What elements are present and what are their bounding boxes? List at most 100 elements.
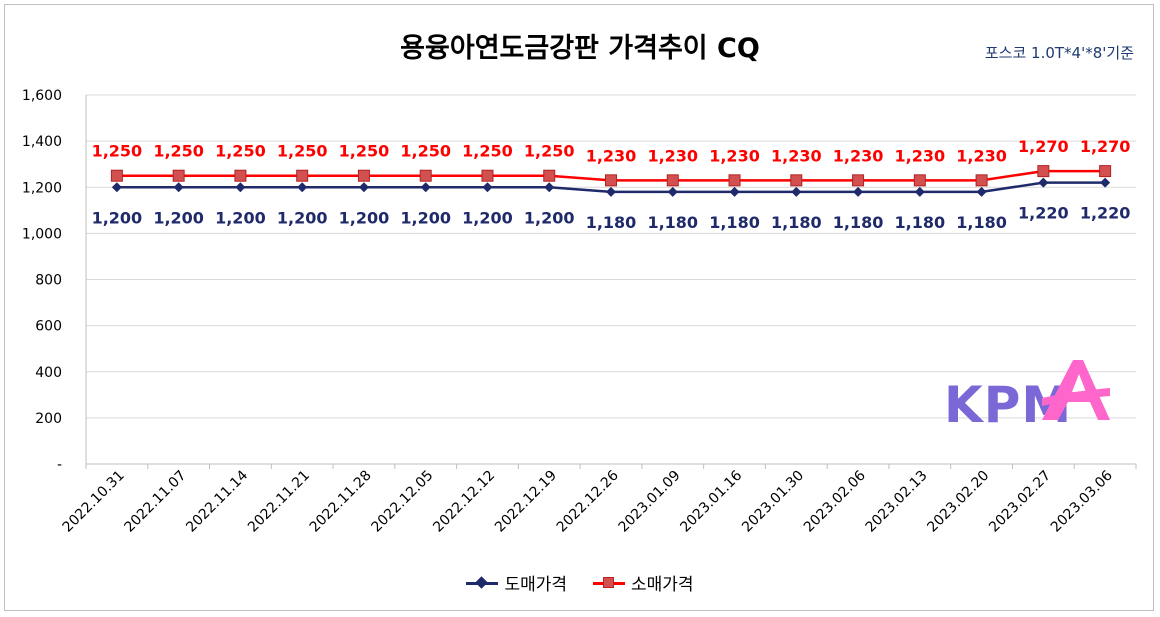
data-point-wholesale — [853, 186, 864, 197]
data-label-wholesale: 1,200 — [339, 208, 390, 227]
data-point-wholesale — [235, 182, 246, 193]
data-label-wholesale: 1,180 — [771, 213, 822, 232]
data-label-wholesale: 1,180 — [647, 213, 698, 232]
data-point-wholesale — [1100, 177, 1111, 188]
data-label-retail: 1,230 — [895, 146, 946, 165]
x-tick-label: 2023.01.09 — [616, 468, 684, 536]
legend-swatch-retail — [593, 576, 625, 590]
data-point-retail — [1037, 165, 1050, 178]
y-tick-label: 1,400 — [22, 134, 62, 150]
data-label-retail: 1,230 — [709, 146, 760, 165]
data-label-wholesale: 1,200 — [277, 208, 328, 227]
data-label-retail: 1,230 — [647, 146, 698, 165]
x-tick-label: 2023.02.06 — [801, 467, 869, 535]
data-point-retail — [975, 174, 988, 187]
data-label-wholesale: 1,180 — [833, 213, 884, 232]
data-label-retail: 1,250 — [462, 142, 513, 161]
data-label-wholesale: 1,200 — [400, 208, 451, 227]
data-label-retail: 1,250 — [277, 142, 328, 161]
x-tick-label: 2023.02.27 — [986, 468, 1054, 536]
x-tick-label: 2023.02.13 — [863, 468, 931, 536]
data-point-wholesale — [358, 182, 369, 193]
legend-swatch-wholesale — [466, 575, 499, 590]
data-point-wholesale — [976, 186, 987, 197]
data-label-retail: 1,230 — [956, 146, 1007, 165]
y-tick-label: 1,200 — [22, 180, 62, 196]
y-tick-label: 800 — [35, 273, 62, 289]
data-point-retail — [357, 169, 370, 182]
kpma-logo-a — [1042, 360, 1110, 420]
chart-legend: 도매가격 소매가격 — [0, 570, 1160, 595]
data-point-wholesale — [606, 186, 616, 197]
y-tick-label: 400 — [35, 365, 62, 381]
data-label-retail: 1,230 — [833, 146, 884, 165]
x-tick-label: 2022.11.07 — [121, 468, 189, 536]
x-tick-label: 2023.02.20 — [924, 468, 992, 536]
data-point-retail — [419, 169, 432, 182]
data-label-wholesale: 1,180 — [709, 213, 760, 232]
data-point-wholesale — [111, 182, 122, 193]
data-point-retail — [296, 169, 309, 182]
data-label-retail: 1,230 — [586, 146, 637, 165]
legend-item-retail: 소매가격 — [593, 570, 694, 595]
chart-title: 용융아연도금강판 가격추이 CQ — [400, 33, 760, 64]
y-tick-label: 1,600 — [22, 88, 62, 104]
data-point-wholesale — [667, 186, 678, 197]
x-tick-label: 2022.12.05 — [369, 468, 437, 536]
data-point-wholesale — [914, 186, 925, 197]
x-tick-label: 2022.11.21 — [245, 468, 313, 536]
data-point-wholesale — [297, 182, 308, 193]
x-tick-label: 2022.12.19 — [492, 468, 560, 536]
data-label-wholesale: 1,180 — [895, 213, 946, 232]
data-point-retail — [1099, 165, 1112, 178]
data-label-wholesale: 1,200 — [462, 208, 513, 227]
data-point-wholesale — [482, 182, 493, 193]
y-tick-label: - — [57, 457, 62, 473]
data-label-retail: 1,270 — [1018, 137, 1069, 156]
data-point-wholesale — [173, 182, 184, 193]
data-point-wholesale — [544, 182, 555, 193]
y-tick-label: 1,000 — [22, 226, 62, 242]
x-tick-label: 2022.11.14 — [183, 467, 251, 535]
legend-item-wholesale: 도매가격 — [466, 570, 567, 595]
data-point-retail — [852, 174, 865, 187]
x-tick-label: 2022.12.12 — [430, 468, 498, 536]
x-tick-label: 2023.01.16 — [677, 467, 745, 535]
data-point-retail — [110, 169, 123, 182]
kpma-logo-swoosh — [1042, 388, 1110, 406]
data-label-retail: 1,250 — [92, 142, 143, 161]
data-label-retail: 1,250 — [524, 142, 575, 161]
chart-frame — [4, 4, 1154, 611]
data-label-wholesale: 1,200 — [153, 208, 204, 227]
data-point-retail — [543, 169, 556, 182]
data-label-wholesale: 1,220 — [1080, 204, 1131, 223]
data-point-retail — [790, 174, 803, 187]
data-point-wholesale — [729, 186, 740, 197]
chart-subtitle: 포스코 1.0T*4'*8'기준 — [984, 44, 1134, 62]
data-point-retail — [172, 169, 185, 182]
data-label-wholesale: 1,200 — [92, 208, 143, 227]
data-point-wholesale — [1038, 177, 1049, 188]
data-label-wholesale: 1,220 — [1018, 204, 1069, 223]
data-point-retail — [728, 174, 741, 187]
x-tick-label: 2022.12.26 — [554, 467, 622, 535]
data-point-retail — [666, 174, 679, 187]
data-point-wholesale — [420, 182, 431, 193]
kpma-logo: KPM — [944, 360, 1110, 434]
data-label-wholesale: 1,200 — [524, 208, 575, 227]
x-tick-label: 2023.03.06 — [1048, 467, 1116, 535]
legend-label-retail: 소매가격 — [631, 575, 694, 595]
y-tick-label: 600 — [35, 319, 62, 335]
x-tick-label: 2022.11.28 — [307, 468, 375, 536]
data-point-wholesale — [791, 186, 802, 197]
data-label-wholesale: 1,180 — [586, 213, 637, 232]
x-tick-label: 2023.01.30 — [739, 468, 807, 536]
legend-label-wholesale: 도매가격 — [504, 575, 567, 595]
data-label-retail: 1,250 — [153, 142, 204, 161]
data-label-wholesale: 1,200 — [215, 208, 266, 227]
data-point-retail — [605, 174, 617, 187]
data-point-retail — [913, 174, 926, 187]
data-point-retail — [234, 169, 247, 182]
data-point-retail — [481, 169, 494, 182]
